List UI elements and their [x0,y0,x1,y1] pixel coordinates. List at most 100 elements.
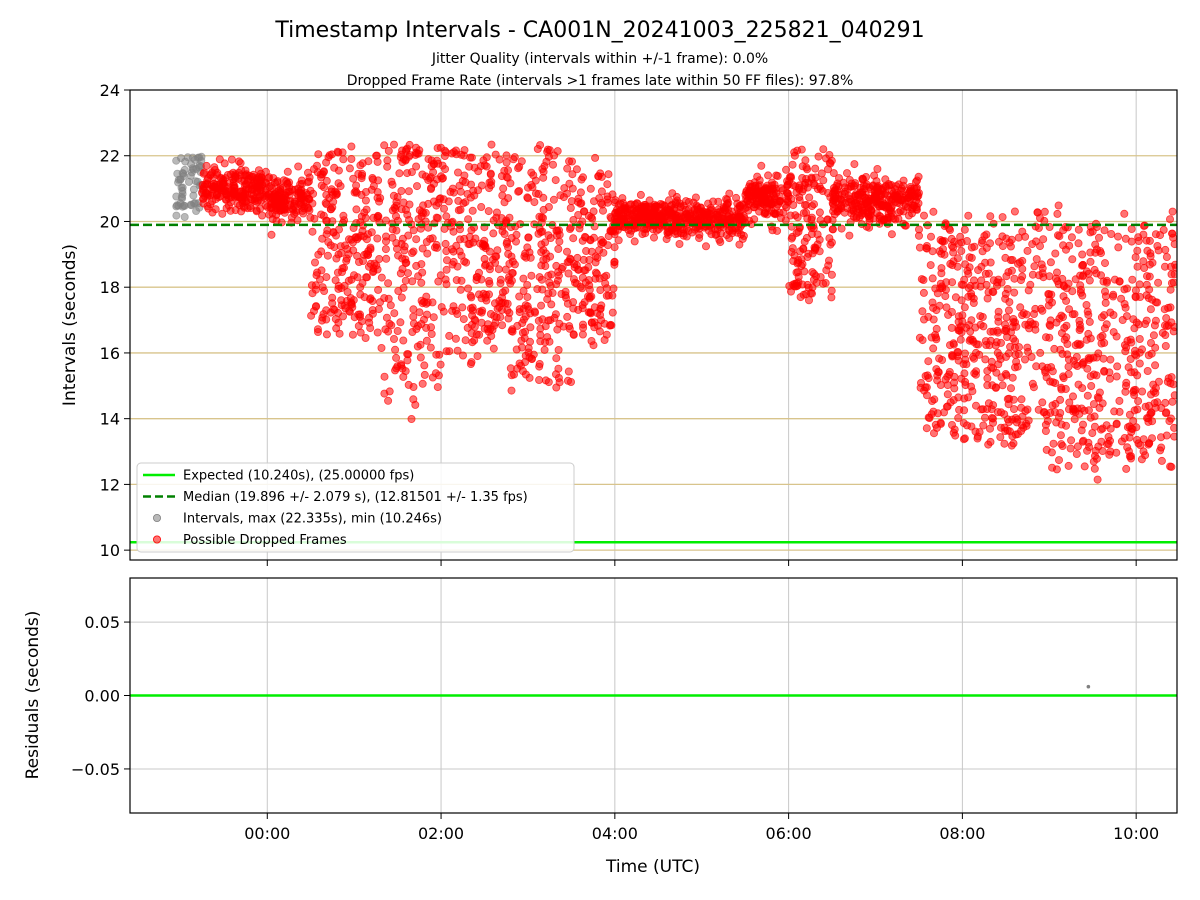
dropped-frame-point [1067,436,1076,445]
dropped-frame-point [946,341,955,350]
dropped-frame-point [997,423,1006,432]
dropped-frame-point [1156,231,1165,240]
dropped-frame-point [326,241,335,250]
dropped-frame-point [996,433,1005,442]
dropped-frame-point [380,141,389,150]
dropped-frame-point [1122,464,1131,473]
dropped-frame-point [240,176,249,185]
dropped-frame-point [837,224,846,233]
dropped-frame-point [349,174,358,183]
dropped-frame-point [393,216,402,225]
dropped-frame-point [1131,286,1140,295]
dropped-frame-point [1103,440,1112,449]
dropped-frame-point [821,278,830,287]
dropped-frame-point [524,344,533,353]
dropped-frame-point [500,166,509,175]
dropped-frame-point [361,196,370,205]
dropped-frame-point [401,156,410,165]
dropped-frame-point [883,216,892,225]
dropped-frame-point [1062,245,1071,254]
dropped-frame-point [417,278,426,287]
dropped-frame-point [1039,408,1048,417]
dropped-frame-point [1145,236,1154,245]
dropped-frame-point [585,292,594,301]
dropped-frame-point [638,216,647,225]
dropped-frame-point [991,341,1000,350]
dropped-frame-point [334,166,343,175]
dropped-frame-point [682,232,691,241]
dropped-frame-point [551,176,560,185]
normal-interval-point [180,212,189,221]
top-y-tick-label-0: 10 [100,541,120,560]
dropped-frame-point [355,312,364,321]
dropped-frame-point [347,142,356,151]
dropped-frame-point [1018,311,1027,320]
dropped-frame-point [361,213,370,222]
dropped-frame-point [1084,406,1093,415]
dropped-frame-point [317,266,326,275]
dropped-frame-point [397,186,406,195]
dropped-frame-point [865,216,874,225]
dropped-frame-point [418,244,427,253]
dropped-frame-point [1162,431,1171,440]
dropped-frame-point [947,323,956,332]
dropped-frame-point [770,192,779,201]
dropped-frame-point [760,208,769,217]
dropped-frame-point [447,245,456,254]
dropped-frame-point [933,376,942,385]
dropped-frame-point [816,273,825,282]
dropped-frame-point [1124,447,1133,456]
dropped-frame-point [894,195,903,204]
dropped-frame-point [549,195,558,204]
dropped-frame-point [949,243,958,252]
dropped-frame-point [1127,224,1136,233]
dropped-frame-point [283,167,292,176]
dropped-frame-point [334,179,343,188]
dropped-frame-point [1046,258,1055,267]
dropped-frame-point [826,240,835,249]
dropped-frame-point [1122,312,1131,321]
residuals-panel: 0.05 0.00 −0.05 00:00 02:00 04:00 06:00 08:00 10… [71,577,1178,843]
dropped-frame-point [1129,315,1138,324]
dropped-frame-point [983,294,992,303]
dropped-frame-point [785,177,794,186]
dropped-frame-point [922,243,931,252]
dropped-frame-point [650,233,659,242]
dropped-frame-point [602,284,611,293]
dropped-frame-point [530,198,539,207]
dropped-frame-point [464,215,473,224]
dropped-frame-point [346,294,355,303]
dropped-frame-point [961,260,970,269]
dropped-frame-point [1139,447,1148,456]
dropped-frame-point [963,236,972,245]
dropped-frame-point [969,294,978,303]
dropped-frame-point [507,386,516,395]
dropped-frame-point [998,381,1007,390]
dropped-frame-point [1130,386,1139,395]
dropped-frame-point [401,276,410,285]
dropped-frame-point [361,187,370,196]
dropped-frame-point [873,164,882,173]
dropped-frame-point [752,199,761,208]
dropped-frame-point [541,249,550,258]
dropped-frame-point [474,186,483,195]
bottom-y-axis-label: Residuals (seconds) [23,611,43,780]
dropped-frame-point [981,413,990,422]
dropped-frame-point [1072,352,1081,361]
dropped-frame-point [911,192,920,201]
dropped-frame-point [337,296,346,305]
dropped-frame-point [1147,390,1156,399]
dropped-frame-point [1079,420,1088,429]
dropped-frame-point [1117,294,1126,303]
dropped-frame-point [660,209,669,218]
dropped-frame-point [1005,427,1014,436]
dropped-frame-point [326,205,335,214]
dropped-frame-point [1088,429,1097,438]
dropped-frame-point [508,268,517,277]
dropped-frame-point [1158,328,1167,337]
dropped-frame-point [265,173,274,182]
dropped-frame-point [354,321,363,330]
dropped-frame-point [455,235,464,244]
dropped-frame-point [544,271,553,280]
dropped-frame-point [537,301,546,310]
